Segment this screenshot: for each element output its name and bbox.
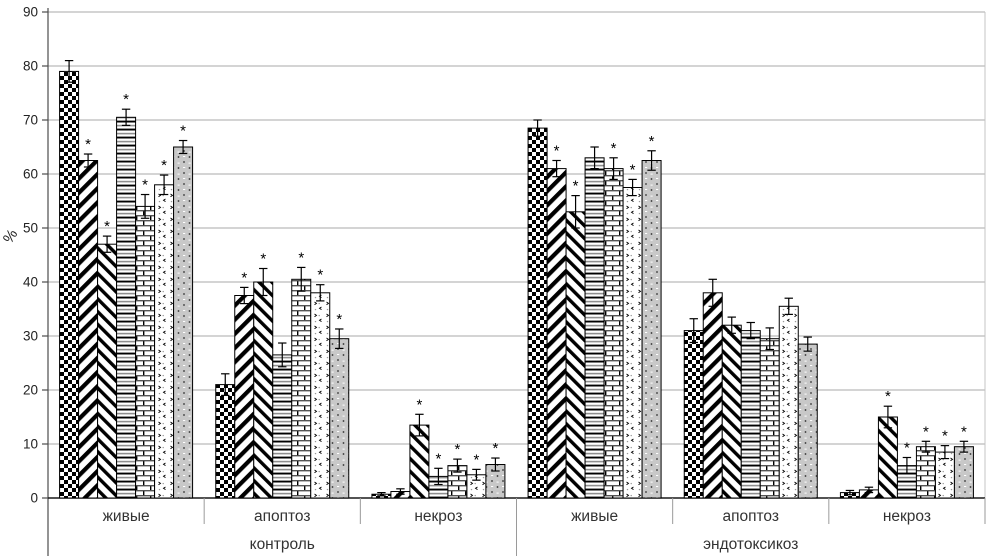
y-tick-label: 80 [23,59,38,74]
y-tick-label: 50 [23,221,38,236]
bar-speckle [310,292,331,499]
y-tick-label: 60 [23,167,38,182]
significance-asterisk: * [649,133,655,150]
significance-asterisk: * [473,451,479,468]
bar-diagonal-down [877,416,898,499]
significance-asterisk: * [554,143,560,160]
bar-diagonal-up [234,295,255,499]
y-tick-label: 40 [23,275,38,290]
significance-asterisk: * [961,423,967,440]
y-tick-label: 10 [23,437,38,452]
significance-asterisk: * [435,450,441,467]
bar-diagonal-up [78,160,99,499]
significance-asterisk: * [492,440,498,457]
bar-gray-dotted [641,160,662,499]
y-tick-label: 30 [23,329,38,344]
significance-asterisk: * [161,157,167,174]
significance-asterisk: * [573,178,579,195]
y-tick-label: 70 [23,113,38,128]
bar-horizontal-lines [272,354,293,499]
category-label: некроз [414,508,462,525]
significance-asterisk: * [923,423,929,440]
significance-asterisk: * [180,123,186,140]
bar-gray-dotted [797,343,818,499]
significance-asterisk: * [336,311,342,328]
significance-asterisk: * [630,161,636,178]
bar-checkerboard [527,127,548,499]
significance-asterisk: * [260,251,266,268]
y-tick-label: 20 [23,383,38,398]
significance-asterisk: * [142,177,148,194]
significance-asterisk: * [416,396,422,413]
significance-asterisk: * [885,388,891,405]
bar-diagonal-down [253,281,274,499]
bar-horizontal-lines [116,116,137,499]
significance-asterisk: * [85,136,91,153]
bar-speckle [622,187,643,499]
bar-checkerboard [215,384,236,499]
category-label: некроз [883,508,931,525]
category-label: апоптоз [254,508,311,525]
significance-asterisk: * [611,140,617,157]
significance-asterisk: * [317,267,323,284]
group-label: эндотоксикоз [703,536,798,553]
y-tick-label: 90 [23,5,38,20]
bar-brick [135,205,156,499]
category-label: живые [103,508,150,525]
bar-checkerboard [59,70,80,499]
significance-asterisk: * [454,441,460,458]
bar-speckle [154,184,175,499]
bar-brick [759,338,780,499]
bar-diagonal-up [546,168,567,499]
significance-asterisk: * [123,91,129,108]
bar-horizontal-lines [740,330,761,499]
bar-gray-dotted [173,146,194,499]
bar-speckle [778,305,799,499]
bar-gray-dotted [329,338,350,499]
bar-diagonal-up [702,292,723,499]
category-label: живые [571,508,618,525]
bar-diagonal-down [721,324,742,499]
y-tick-label: 0 [30,491,38,506]
significance-asterisk: * [942,428,948,445]
bar-brick [603,168,624,499]
bar-brick [291,278,312,499]
bar-diagonal-down [97,243,118,499]
significance-asterisk: * [298,249,304,266]
bar-gray-dotted [953,446,974,499]
bar-horizontal-lines [584,157,605,499]
significance-asterisk: * [904,440,910,457]
bar-diagonal-down [565,211,586,499]
significance-asterisk: * [241,269,247,286]
category-label: апоптоз [722,508,779,525]
significance-asterisk: * [104,218,110,235]
bar-checkerboard [683,330,704,499]
bar-brick [915,446,936,499]
group-label: контроль [250,536,315,553]
